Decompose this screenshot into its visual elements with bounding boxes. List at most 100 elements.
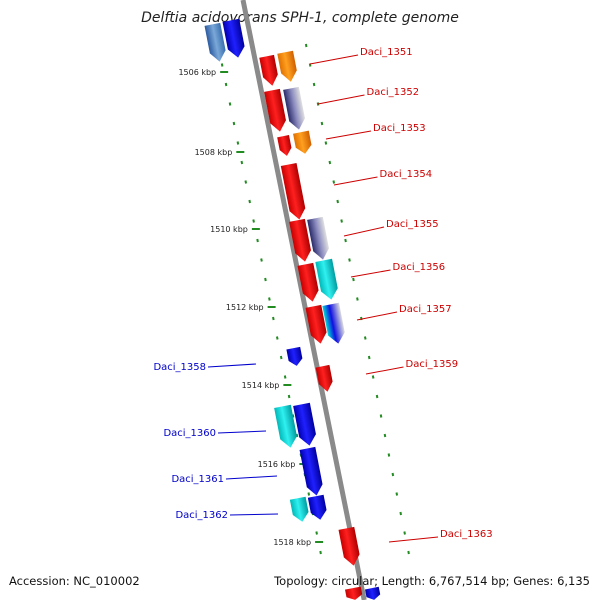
track-tick — [399, 511, 403, 516]
track-tick — [391, 472, 395, 477]
track-tick — [356, 297, 359, 301]
track-tick — [387, 453, 391, 457]
leader-line — [229, 513, 279, 516]
track-tick — [320, 121, 324, 126]
gene-arrow — [315, 364, 333, 392]
kbp-label: 1510 kbp — [210, 225, 248, 234]
right-tick-track — [304, 43, 410, 555]
track-tick — [268, 297, 271, 301]
gene-arrow — [322, 302, 345, 344]
track-tick — [307, 492, 311, 496]
gene-label-daci-1351: Daci_1351 — [360, 47, 413, 58]
leader-line — [350, 269, 391, 278]
track-tick — [324, 141, 328, 145]
gene-label-daci-1363: Daci_1363 — [440, 529, 493, 540]
gene-label-daci-1362: Daci_1362 — [175, 510, 228, 521]
gene-arrow — [283, 86, 305, 130]
track-tick — [287, 394, 291, 399]
leader-line — [309, 54, 359, 65]
track-tick — [260, 258, 263, 262]
gene-label-daci-1361: Daci_1361 — [171, 474, 224, 485]
leader-line — [365, 366, 404, 375]
track-tick — [236, 141, 240, 145]
track-tick — [379, 414, 383, 418]
track-tick — [220, 63, 224, 67]
track-tick — [279, 355, 283, 360]
gene-arrow — [293, 130, 312, 154]
genome-title: Delftia acidovorans SPH-1, complete geno… — [141, 10, 459, 26]
track-tick — [371, 375, 375, 379]
gene-arrow — [264, 88, 286, 132]
gene-arrow — [293, 402, 316, 446]
gene-label-daci-1355: Daci_1355 — [386, 219, 439, 230]
leader-line — [225, 475, 278, 480]
kbp-label: 1518 kbp — [273, 538, 311, 547]
gene-arrow — [277, 50, 297, 82]
gene-arrow — [274, 404, 297, 448]
gene-arrow — [277, 135, 292, 156]
track-tick — [348, 258, 351, 262]
track-tick — [332, 180, 336, 184]
track-tick — [291, 414, 295, 418]
track-tick — [375, 394, 379, 399]
gene-arrow — [286, 346, 303, 366]
track-tick — [304, 43, 308, 48]
track-tick — [344, 238, 347, 243]
track-tick — [395, 492, 399, 496]
track-tick — [312, 82, 316, 87]
gene-arrow — [289, 496, 309, 522]
gene-arrow — [315, 258, 338, 300]
leader-line — [325, 130, 372, 140]
track-tick — [352, 277, 355, 282]
gene-arrow — [338, 526, 360, 566]
kbp-label: 1516 kbp — [258, 460, 296, 469]
track-tick — [244, 180, 248, 184]
track-tick — [319, 550, 322, 555]
track-tick — [367, 355, 371, 360]
accession-text: Accession: NC_010002 — [9, 574, 140, 588]
gene-arrow — [305, 304, 327, 344]
track-tick — [252, 219, 255, 223]
gene-label-daci-1354: Daci_1354 — [380, 169, 433, 180]
gene-arrow — [297, 262, 319, 302]
gene-arrow — [299, 446, 323, 496]
track-tick — [407, 550, 410, 555]
track-tick — [272, 316, 275, 321]
gene-label-daci-1360: Daci_1360 — [163, 428, 216, 439]
gene-arrow — [307, 216, 329, 260]
gene-label-daci-1357: Daci_1357 — [399, 304, 452, 315]
track-tick — [363, 336, 367, 340]
gene-arrow — [222, 18, 245, 58]
leader-line — [356, 311, 398, 321]
kbp-label: 1508 kbp — [195, 148, 233, 157]
kbp-label: 1514 kbp — [242, 381, 280, 390]
genome-summary-text: Topology: circular; Length: 6,767,514 bp… — [274, 574, 590, 588]
track-tick — [315, 531, 318, 535]
track-tick — [224, 82, 228, 87]
track-tick — [256, 238, 259, 243]
track-tick — [328, 160, 332, 165]
track-tick — [295, 433, 299, 438]
leader-line — [333, 176, 378, 186]
gene-label-daci-1352: Daci_1352 — [367, 87, 420, 98]
leader-line — [317, 94, 365, 105]
gene-label-daci-1359: Daci_1359 — [406, 359, 459, 370]
track-tick — [383, 433, 387, 438]
gene-arrow — [345, 586, 363, 600]
track-tick — [232, 121, 236, 126]
kbp-label: 1506 kbp — [178, 68, 216, 77]
track-tick — [340, 219, 343, 223]
gene-arrow — [259, 54, 278, 86]
gene-arrow — [364, 586, 381, 600]
gene-arrow — [204, 22, 226, 62]
track-tick — [336, 199, 339, 204]
gene-label-daci-1358: Daci_1358 — [153, 362, 206, 373]
track-tick — [403, 531, 406, 535]
track-tick — [283, 375, 287, 379]
leader-line — [343, 226, 385, 237]
track-tick — [228, 102, 232, 106]
leader-line — [388, 536, 439, 543]
genome-backbone — [240, 0, 367, 600]
gene-arrow — [307, 494, 327, 520]
